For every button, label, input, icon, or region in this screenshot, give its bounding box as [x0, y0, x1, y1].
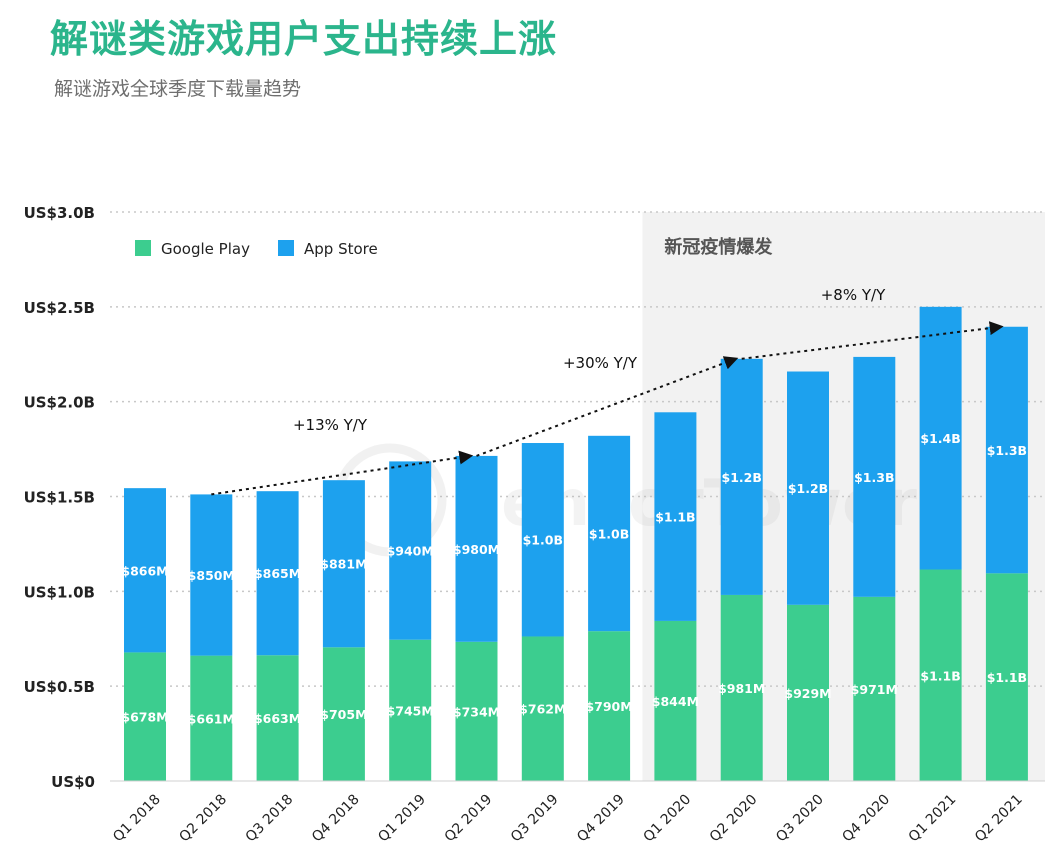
x-tick-label: Q4 2019: [574, 792, 628, 846]
data-label-app-store: $1.0B: [589, 526, 629, 541]
covid-highlight-label: 新冠疫情爆发: [664, 236, 773, 258]
x-tick-label: Q1 2020: [640, 792, 694, 846]
x-tick-label: Q2 2019: [442, 792, 496, 846]
bar-app-store: [256, 491, 299, 656]
bar-google-play: [588, 631, 631, 781]
data-label-app-store: $1.4B: [920, 431, 960, 446]
y-tick-label: US$1.0B: [24, 583, 95, 601]
bar-google-play: [985, 573, 1028, 781]
x-tick-label: Q3 2020: [773, 792, 827, 846]
bar-google-play: [322, 647, 365, 781]
data-label-google-play: $705M: [320, 707, 367, 722]
data-label-app-store: $1.1B: [655, 510, 695, 525]
bar-app-store: [521, 443, 564, 637]
data-label-google-play: $661M: [188, 711, 235, 726]
data-label-google-play: $1.1B: [987, 670, 1027, 685]
data-label-google-play: $762M: [519, 702, 566, 717]
trend-annotation: +8% Y/Y: [821, 286, 886, 304]
bar-google-play: [256, 655, 299, 781]
x-tick-label: Q4 2018: [309, 792, 363, 846]
bar-app-store: [853, 356, 896, 597]
y-tick-label: US$2.0B: [24, 394, 95, 412]
data-label-google-play: $734M: [453, 704, 500, 719]
bar-google-play: [521, 636, 564, 781]
x-tick-label: Q1 2021: [906, 792, 960, 846]
bar-app-store: [124, 488, 166, 653]
y-tick-label: US$1.5B: [24, 489, 95, 507]
x-tick-label: Q2 2020: [707, 792, 761, 846]
legend-label: Google Play: [161, 240, 250, 258]
page-title: 解谜类游戏用户支出持续上涨: [50, 17, 558, 61]
trend-arrow: [211, 450, 474, 496]
data-label-app-store: $865M: [254, 566, 301, 581]
y-tick-label: US$0.5B: [24, 678, 95, 696]
data-label-app-store: $1.0B: [523, 533, 563, 548]
y-tick-label: US$3.0B: [24, 204, 95, 222]
bar-google-play: [190, 655, 233, 781]
data-label-app-store: $850M: [188, 568, 235, 583]
bar-google-play: [455, 641, 498, 781]
x-tick-label: Q4 2020: [839, 792, 893, 846]
bar-google-play: [787, 604, 829, 781]
bar-google-play: [720, 594, 763, 781]
legend-label: App Store: [304, 240, 378, 258]
data-label-app-store: $1.3B: [854, 470, 894, 485]
data-label-google-play: $844M: [652, 694, 699, 709]
x-tick-label: Q1 2018: [110, 792, 164, 846]
data-label-app-store: $1.2B: [722, 470, 762, 485]
data-label-app-store: $866M: [121, 563, 168, 578]
data-label-google-play: $1.1B: [920, 668, 960, 683]
x-tick-label: Q2 2021: [972, 792, 1026, 846]
x-tick-label: Q3 2018: [243, 792, 297, 846]
data-label-google-play: $971M: [851, 682, 898, 697]
data-label-app-store: $1.3B: [987, 443, 1027, 458]
data-label-app-store: $1.2B: [788, 481, 828, 496]
data-label-google-play: $663M: [254, 711, 301, 726]
trend-arrow: [741, 321, 1004, 360]
bar-google-play: [389, 639, 432, 781]
x-tick-label: Q3 2019: [508, 792, 562, 846]
bar-google-play: [124, 652, 166, 781]
data-label-app-store: $940M: [387, 544, 434, 559]
y-tick-label: US$0: [51, 773, 95, 791]
data-label-app-store: $980M: [453, 542, 500, 557]
data-label-google-play: $790M: [585, 699, 632, 714]
data-label-google-play: $678M: [121, 710, 168, 725]
bar-app-store: [919, 306, 962, 570]
legend-swatch: [278, 240, 294, 256]
legend-swatch: [135, 240, 151, 256]
bar-app-store: [654, 412, 697, 621]
trend-annotation: +30% Y/Y: [563, 354, 638, 372]
bar-app-store: [787, 371, 829, 605]
data-label-app-store: $881M: [320, 557, 367, 572]
bar-google-play: [919, 569, 962, 781]
data-label-google-play: $745M: [387, 703, 434, 718]
bar-app-store: [985, 326, 1028, 574]
bar-app-store: [389, 461, 432, 640]
bar-app-store: [720, 358, 763, 595]
bar-app-store: [190, 494, 233, 656]
x-tick-label: Q1 2019: [375, 792, 429, 846]
bar-google-play: [654, 620, 697, 781]
bar-google-play: [853, 596, 896, 781]
data-label-google-play: $929M: [784, 686, 831, 701]
page-subtitle: 解谜游戏全球季度下载量趋势: [54, 78, 302, 100]
bar-app-store: [455, 455, 498, 642]
y-tick-label: US$2.5B: [24, 299, 95, 317]
bar-app-store: [588, 435, 631, 632]
data-label-google-play: $981M: [718, 681, 765, 696]
bar-app-store: [322, 480, 365, 648]
x-tick-label: Q2 2018: [176, 792, 230, 846]
trend-annotation: +13% Y/Y: [293, 416, 368, 434]
